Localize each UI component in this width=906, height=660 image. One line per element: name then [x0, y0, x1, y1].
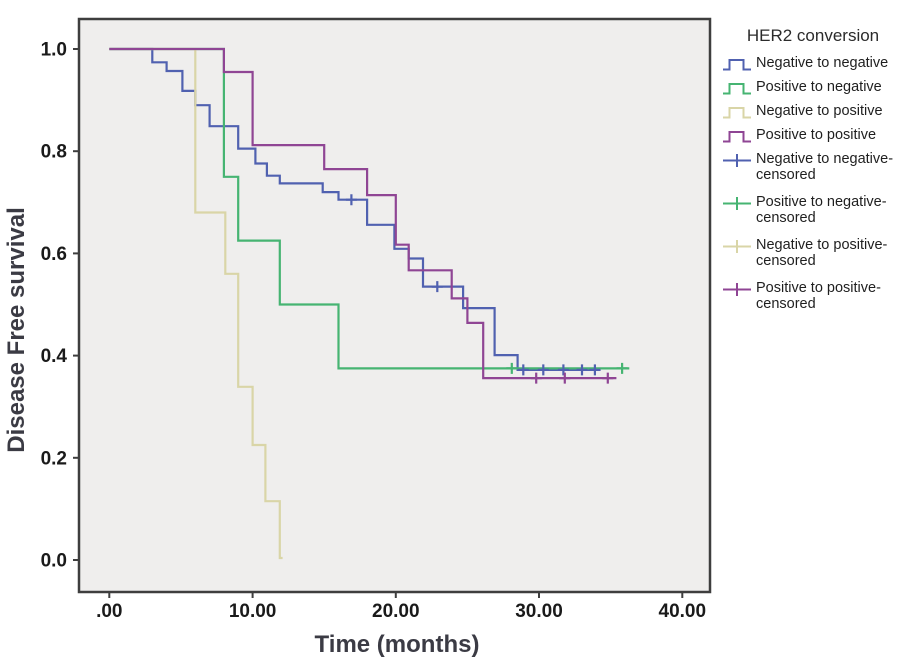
- legend-censor-plus-icon: [723, 154, 751, 167]
- legend-item-label: Negative to positive- censored: [756, 237, 888, 269]
- series-line: [109, 47, 630, 370]
- censor-mark: [559, 372, 571, 384]
- legend-item-label: Positive to negative- censored: [756, 194, 887, 226]
- y-tick-label: 1.0: [41, 40, 67, 61]
- censor-mark: [557, 364, 569, 376]
- x-tick-label: 10.00: [229, 601, 277, 622]
- series-layer: [109, 47, 630, 560]
- legend-title: HER2 conversion: [746, 26, 880, 45]
- plot-area: [77, 17, 712, 594]
- legend-step-line-icon: [723, 131, 751, 143]
- legend-item: Negative to positive- censored: [722, 237, 904, 269]
- legend-item-label: Positive to positive: [756, 127, 877, 143]
- legend-items: Negative to negative Positive to negative…: [722, 55, 904, 312]
- legend: HER2 conversion Negative to negative Posi…: [722, 26, 904, 324]
- legend-step-line-icon: [723, 59, 751, 71]
- legend-item: Negative to negative- censored: [722, 151, 904, 183]
- series-line: [109, 47, 617, 380]
- legend-item: Negative to negative: [722, 55, 904, 73]
- x-tick-label: 40.00: [659, 601, 707, 622]
- series-line: [109, 47, 283, 560]
- legend-item: Positive to negative: [722, 79, 904, 97]
- censor-mark: [537, 364, 549, 376]
- y-tick-label: 0.6: [41, 244, 67, 265]
- y-tick-label: 0.2: [41, 448, 67, 469]
- censor-mark: [345, 194, 357, 206]
- x-axis-title: Time (months): [315, 631, 480, 658]
- legend-item-label: Negative to negative- censored: [756, 151, 894, 183]
- legend-censor-plus-icon: [723, 283, 751, 296]
- legend-item: Negative to positive: [722, 103, 904, 121]
- legend-step-line-icon: [723, 83, 751, 95]
- x-tick-label: 20.00: [372, 601, 420, 622]
- censor-mark: [616, 362, 628, 374]
- y-tick-label: 0.8: [41, 142, 67, 163]
- series-line: [109, 47, 601, 371]
- legend-item-label: Negative to positive: [756, 103, 883, 119]
- legend-item-label: Negative to negative: [756, 55, 889, 71]
- censor-layer: [345, 194, 628, 384]
- y-tick-label: 0.4: [41, 346, 68, 367]
- legend-item: Positive to negative- censored: [722, 194, 904, 226]
- x-tick-label: .00: [96, 601, 122, 622]
- tick-layer: .00 10.00 20.00 30.00 40.00 1.0 0.8 0.6 0.4 0.2 0.…: [41, 40, 706, 623]
- censor-mark: [576, 364, 588, 376]
- y-tick-label: 0.0: [41, 551, 67, 572]
- legend-step-line-icon: [723, 107, 751, 119]
- legend-censor-plus-icon: [723, 197, 751, 210]
- censor-mark: [602, 372, 614, 384]
- censor-mark: [506, 362, 518, 374]
- y-axis-title: Disease Free survival: [3, 207, 30, 453]
- legend-item: Positive to positive- censored: [722, 280, 904, 312]
- legend-item-label: Positive to positive- censored: [756, 280, 881, 312]
- legend-item: Positive to positive: [722, 127, 904, 145]
- x-tick-label: 30.00: [515, 601, 563, 622]
- censor-mark: [517, 364, 529, 376]
- censor-mark: [431, 281, 443, 293]
- censor-mark: [589, 364, 601, 376]
- legend-censor-plus-icon: [723, 240, 751, 253]
- legend-item-label: Positive to negative: [756, 79, 882, 95]
- censor-mark: [530, 372, 542, 384]
